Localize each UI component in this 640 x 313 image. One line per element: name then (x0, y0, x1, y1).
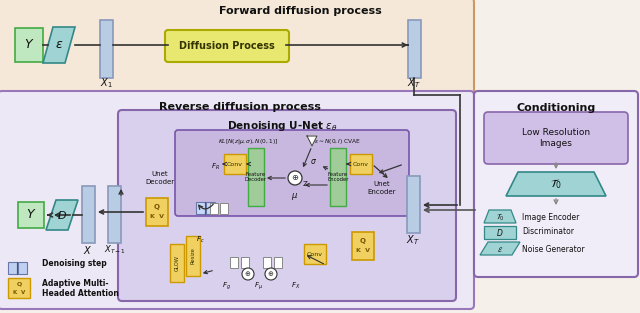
Bar (146, 198, 168, 226)
Bar (170, 244, 184, 282)
Text: $F_c$: $F_c$ (196, 235, 204, 245)
Bar (274, 257, 282, 268)
Text: Unet
Decoder: Unet Decoder (145, 172, 175, 184)
FancyBboxPatch shape (165, 30, 289, 62)
Bar (8, 278, 30, 298)
Text: $\mu$: $\mu$ (291, 191, 298, 202)
Circle shape (288, 171, 302, 185)
Text: $X_T$: $X_T$ (406, 233, 420, 247)
Bar (224, 154, 246, 174)
Text: $Y$: $Y$ (26, 208, 36, 222)
Polygon shape (506, 172, 606, 196)
Bar (230, 257, 238, 268)
Bar (484, 226, 516, 239)
Text: Resize: Resize (191, 248, 195, 264)
Text: $\mathcal{E}$: $\mathcal{E}$ (497, 244, 503, 254)
Bar (15, 28, 43, 62)
Polygon shape (43, 27, 75, 63)
Text: $\oplus$: $\oplus$ (244, 269, 252, 279)
Text: Headed Attention: Headed Attention (42, 289, 119, 297)
Text: $\sigma$: $\sigma$ (310, 157, 317, 167)
Text: Forward diffusion process: Forward diffusion process (219, 6, 381, 16)
Text: Denoising U-Net $\epsilon_{\theta}$: Denoising U-Net $\epsilon_{\theta}$ (227, 119, 337, 133)
Bar (408, 20, 421, 78)
Circle shape (265, 268, 277, 280)
Text: Discriminator: Discriminator (522, 228, 574, 237)
Text: Conv: Conv (307, 252, 323, 256)
Text: Denoising step: Denoising step (42, 259, 107, 269)
Text: $KL[N(z|\mu,\sigma),N(0,1)]$: $KL[N(z|\mu,\sigma),N(0,1)]$ (218, 136, 278, 146)
Bar (186, 236, 200, 276)
FancyBboxPatch shape (0, 91, 474, 309)
FancyBboxPatch shape (118, 110, 456, 301)
Bar (206, 202, 215, 214)
Bar (263, 257, 271, 268)
Bar (8, 262, 17, 274)
Bar (407, 176, 420, 233)
Polygon shape (307, 136, 317, 146)
FancyBboxPatch shape (474, 91, 638, 277)
Text: $X_1$: $X_1$ (100, 76, 113, 90)
Text: $\oplus$: $\oplus$ (291, 173, 299, 182)
Bar (18, 202, 44, 228)
Polygon shape (484, 210, 516, 223)
Bar (330, 148, 346, 206)
Polygon shape (480, 242, 520, 255)
Bar (352, 232, 374, 260)
Text: Feature
Encoder: Feature Encoder (327, 172, 349, 182)
Text: Feature
Decoder: Feature Decoder (245, 172, 267, 182)
Text: $\oplus$: $\oplus$ (268, 269, 275, 279)
FancyBboxPatch shape (0, 0, 474, 98)
Bar (304, 244, 326, 264)
Bar (210, 203, 218, 214)
Bar (248, 148, 264, 206)
Text: $D$: $D$ (496, 227, 504, 238)
Text: Noise Generator: Noise Generator (522, 244, 584, 254)
Text: Conv: Conv (353, 162, 369, 167)
Text: Z: Z (303, 181, 307, 187)
Polygon shape (46, 200, 78, 230)
Text: $D$: $D$ (57, 209, 67, 221)
Text: Image Encoder: Image Encoder (522, 213, 579, 222)
Text: Conv: Conv (227, 162, 243, 167)
Text: Q: Q (360, 238, 366, 244)
FancyBboxPatch shape (175, 130, 409, 216)
Text: $X$: $X$ (83, 244, 93, 256)
Text: Adaptive Multi-: Adaptive Multi- (42, 280, 109, 289)
Bar (196, 202, 205, 214)
Text: $X_T$: $X_T$ (407, 76, 421, 90)
Text: $F_X$: $F_X$ (291, 281, 301, 291)
Bar (82, 186, 95, 243)
Text: K  V: K V (150, 214, 164, 219)
Text: $F_R$: $F_R$ (211, 162, 220, 172)
Text: GLOW: GLOW (175, 255, 179, 271)
Text: Diffusion Process: Diffusion Process (179, 41, 275, 51)
Text: Q: Q (154, 204, 160, 210)
Text: $\epsilon$: $\epsilon$ (55, 38, 63, 52)
Text: Reverse diffusion process: Reverse diffusion process (159, 102, 321, 112)
Bar (100, 20, 113, 78)
Circle shape (242, 268, 254, 280)
Text: $\mathcal{T}_0$: $\mathcal{T}_0$ (496, 211, 504, 223)
Text: $F_g$: $F_g$ (221, 280, 230, 292)
Text: Q: Q (17, 281, 22, 286)
Text: Conditioning: Conditioning (516, 103, 596, 113)
Bar (108, 186, 121, 243)
Bar (220, 203, 228, 214)
Text: K  V: K V (13, 290, 25, 295)
Text: $X_{T-1}$: $X_{T-1}$ (104, 244, 126, 256)
Text: $\mathcal{T}_0$: $\mathcal{T}_0$ (550, 177, 562, 191)
FancyBboxPatch shape (484, 112, 628, 164)
Text: Low Resolution
Images: Low Resolution Images (522, 128, 590, 148)
Text: K  V: K V (356, 249, 370, 254)
Text: $\varepsilon \sim N(0,I)$ CVAE: $\varepsilon \sim N(0,I)$ CVAE (314, 136, 362, 146)
Text: Unet
Encoder: Unet Encoder (368, 182, 396, 194)
Bar (241, 257, 249, 268)
Bar (350, 154, 372, 174)
Text: $Y$: $Y$ (24, 38, 34, 52)
Bar (18, 262, 27, 274)
Text: $F_{\mu}$: $F_{\mu}$ (253, 280, 262, 292)
